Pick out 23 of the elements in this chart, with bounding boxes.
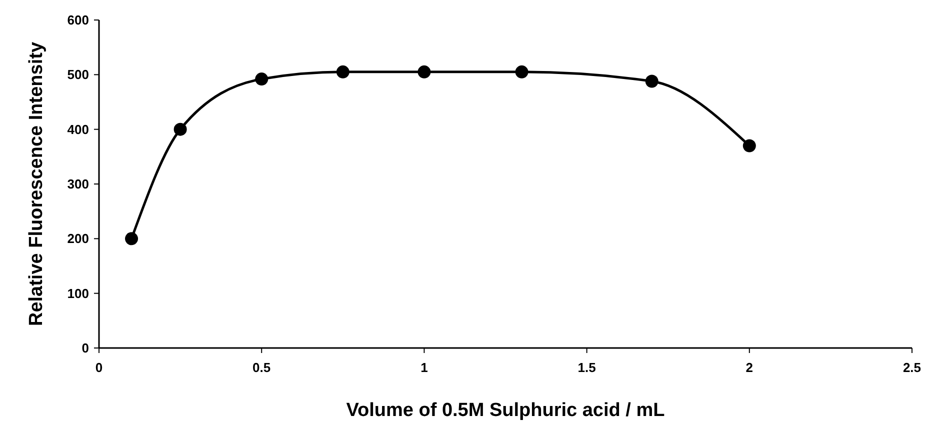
x-tick-label: 1	[420, 360, 428, 375]
y-tick-label: 600	[67, 12, 89, 28]
y-tick-label: 200	[67, 231, 89, 246]
point	[336, 65, 350, 78]
point	[742, 139, 756, 152]
y-tick-label: 400	[67, 122, 89, 137]
point	[515, 65, 528, 78]
y-axis-title: Relative Fluorescence Intensity	[26, 42, 47, 326]
point	[645, 74, 658, 88]
point	[125, 232, 138, 246]
y-tick-label: 500	[67, 67, 89, 82]
x-tick-label: 0.5	[252, 360, 271, 375]
y-tick-label: 0	[82, 340, 89, 356]
point	[174, 122, 187, 136]
x-tick-label: 2	[746, 360, 754, 375]
x-tick-label: 1.5	[578, 360, 596, 375]
x-axis-title: Volume of 0.5M Sulphuric acid / mL	[346, 400, 666, 421]
y-tick-label: 300	[67, 176, 89, 192]
point	[418, 65, 431, 78]
x-tick-label: 2.5	[902, 360, 922, 375]
y-tick-label: 100	[67, 286, 89, 301]
x-tick-label: 0	[95, 360, 103, 375]
point	[255, 72, 268, 86]
